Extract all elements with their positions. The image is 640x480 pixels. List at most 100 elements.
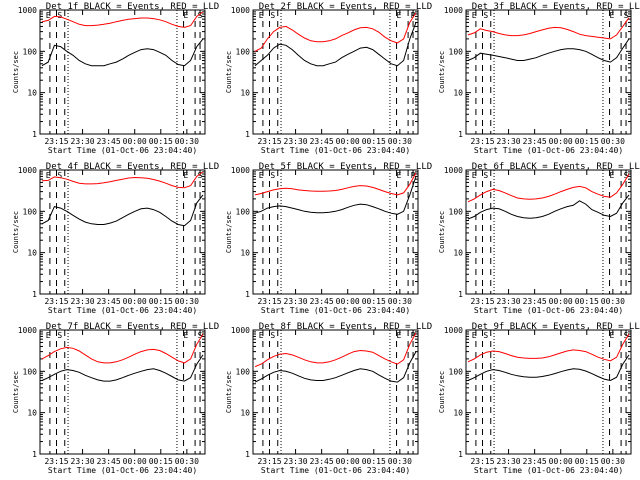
y-axis-label: Counts/sec	[438, 51, 446, 93]
x-tick-label: 00:00	[123, 457, 147, 466]
x-tick-label: 00:00	[123, 137, 147, 146]
y-tick-label: 10	[453, 89, 463, 98]
marker-label: E	[46, 331, 51, 340]
y-tick-label: 1	[32, 290, 37, 299]
x-tick-label: 23:45	[310, 457, 334, 466]
x-tick-label: 00:15	[575, 137, 599, 146]
y-axis-label: Counts/sec	[225, 371, 233, 413]
chart-title: Det 5f BLACK = Events, RED = LLD	[259, 162, 432, 172]
x-tick-label: 23:45	[523, 297, 547, 306]
x-tick-label: 23:15	[470, 137, 494, 146]
plot-frame	[252, 329, 419, 455]
marker-label: P	[411, 11, 416, 20]
lld-series-line	[467, 17, 630, 40]
x-tick-label: 23:15	[44, 457, 68, 466]
x-tick-label: 00:30	[175, 137, 199, 146]
y-tick-label: 10	[27, 249, 37, 258]
events-series-line	[41, 354, 204, 382]
plot-frame	[39, 169, 206, 295]
y-tick-label: 1	[245, 290, 250, 299]
lld-series-line	[41, 11, 204, 28]
y-tick-label: 100	[449, 47, 464, 56]
chart-title: Det 3f BLACK = Events, RED = LLD	[472, 2, 640, 12]
y-tick-label: 1000	[18, 326, 37, 335]
y-tick-label: 10	[453, 409, 463, 418]
chart-title: Det 8f BLACK = Events, RED = LLD	[259, 322, 432, 332]
y-tick-label: 10	[27, 89, 37, 98]
x-tick-label: 23:30	[284, 137, 308, 146]
x-tick-label: 23:30	[497, 137, 521, 146]
y-tick-label: 1	[245, 130, 250, 139]
marker-label: S	[198, 11, 203, 20]
marker-label: E	[472, 11, 477, 20]
x-axis-label: Start Time (01-Oct-06 23:04:40)	[261, 306, 410, 315]
marker-label: S	[57, 171, 62, 180]
y-tick-label: 1000	[18, 6, 37, 15]
x-tick-label: 00:00	[549, 137, 573, 146]
x-tick-label: 23:15	[44, 137, 68, 146]
y-tick-label: 10	[240, 409, 250, 418]
x-axis-label: Start Time (01-Oct-06 23:04:40)	[474, 306, 623, 315]
lld-series-line	[41, 333, 204, 364]
events-series-line	[467, 354, 630, 382]
x-tick-label: 00:15	[575, 457, 599, 466]
x-tick-label: 23:45	[310, 137, 334, 146]
x-tick-label: 00:00	[123, 297, 147, 306]
y-tick-label: 1000	[231, 166, 250, 175]
chart-panel: Det 9f BLACK = Events, RED = LLD 1 10 100 10…	[438, 322, 640, 475]
marker-label: E	[610, 171, 615, 180]
y-tick-label: 1000	[231, 6, 250, 15]
x-tick-label: 23:15	[257, 297, 281, 306]
y-tick-label: 1	[458, 130, 463, 139]
chart-title: Det 9f BLACK = Events, RED = LLD	[472, 322, 640, 332]
y-axis-label: Counts/sec	[438, 371, 446, 413]
x-tick-label: 00:00	[336, 457, 360, 466]
x-tick-label: 00:15	[362, 457, 386, 466]
marker-label: E	[472, 331, 477, 340]
chart-title: Det 1f BLACK = Events, RED = LLD	[46, 2, 219, 12]
x-tick-label: 00:30	[388, 297, 412, 306]
marker-label: S	[483, 171, 488, 180]
marker-label: S	[270, 11, 275, 20]
y-axis-label: Counts/sec	[12, 211, 20, 253]
x-tick-label: 00:30	[601, 137, 625, 146]
lld-series-line	[254, 172, 417, 196]
x-tick-label: 00:15	[149, 137, 173, 146]
x-axis-label: Start Time (01-Oct-06 23:04:40)	[48, 306, 197, 315]
x-tick-label: 23:15	[44, 297, 68, 306]
marker-label: S	[57, 11, 62, 20]
y-tick-label: 10	[240, 89, 250, 98]
x-axis-label: Start Time (01-Oct-06 23:04:40)	[48, 146, 197, 155]
y-axis-label: Counts/sec	[225, 211, 233, 253]
y-tick-label: 1	[458, 450, 463, 459]
events-series-line	[467, 38, 630, 63]
y-tick-label: 100	[23, 207, 38, 216]
marker-label: E	[184, 11, 189, 20]
y-tick-label: 1000	[231, 326, 250, 335]
x-tick-label: 23:30	[497, 297, 521, 306]
marker-label: E	[46, 11, 51, 20]
y-tick-label: 100	[449, 207, 464, 216]
x-tick-label: 23:15	[257, 137, 281, 146]
marker-label: S	[57, 331, 62, 340]
x-tick-label: 00:30	[175, 457, 199, 466]
chart-title: Det 2f BLACK = Events, RED = LLD	[259, 2, 432, 12]
y-tick-label: 1	[32, 130, 37, 139]
events-series-line	[41, 194, 204, 227]
plot-frame	[252, 9, 419, 135]
x-tick-label: 00:00	[336, 297, 360, 306]
plot-frame	[39, 9, 206, 135]
marker-label: E	[397, 171, 402, 180]
events-series-line	[254, 351, 417, 383]
x-tick-label: 23:45	[523, 457, 547, 466]
x-tick-label: 00:15	[575, 297, 599, 306]
x-tick-label: 00:15	[362, 297, 386, 306]
x-tick-label: 23:45	[97, 137, 121, 146]
y-tick-label: 100	[236, 367, 251, 376]
x-tick-label: 00:30	[601, 457, 625, 466]
x-axis-label: Start Time (01-Oct-06 23:04:40)	[261, 146, 410, 155]
lld-series-line	[467, 333, 630, 363]
marker-label: E	[397, 11, 402, 20]
marker-label: E	[259, 331, 264, 340]
